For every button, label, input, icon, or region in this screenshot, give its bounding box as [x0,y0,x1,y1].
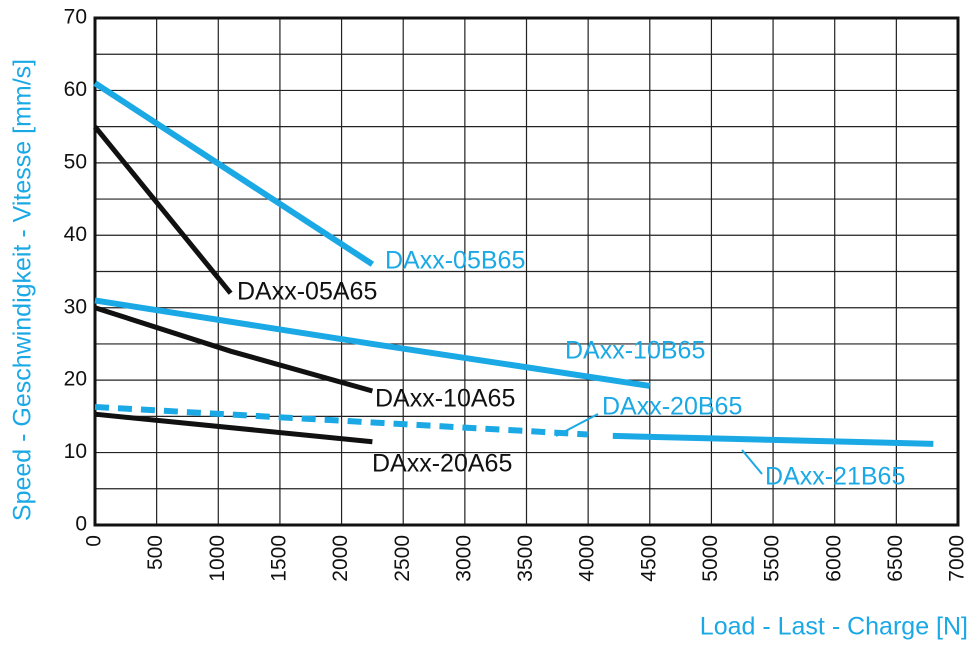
series-line [612,432,934,447]
x-tick-label: 3500 [514,535,537,582]
series-label: DAxx-05B65 [385,247,525,275]
x-tick-label: 6000 [822,535,845,582]
x-axis-title: Load - Last - Charge [N] [700,613,968,641]
y-tick-label: 20 [64,368,87,391]
x-tick-label: 0 [83,535,106,547]
leader-line [741,449,763,475]
x-tick-label: 1000 [206,535,229,582]
x-tick-label: 2500 [391,535,414,582]
y-tick-label: 60 [64,78,87,101]
leader-line [555,413,599,437]
series-label: DAxx-10B65 [565,337,705,365]
series-label: DAxx-05A65 [237,278,377,306]
y-tick-label: 10 [64,440,87,463]
x-tick-label: 7000 [946,535,969,582]
series-line [94,297,651,389]
series-line [93,125,233,295]
series-label: DAxx-21B65 [765,463,905,491]
x-tick-label: 4000 [576,535,599,582]
y-tick-label: 30 [64,295,87,318]
series-line [94,305,374,394]
x-tick-label: 500 [144,535,167,570]
y-tick-label: 40 [64,223,87,246]
y-tick-label: 50 [64,150,87,173]
x-tick-label: 6500 [884,535,907,582]
series-label: DAxx-10A65 [375,385,515,413]
series-label: DAxx-20B65 [602,393,742,421]
y-axis-title: Speed - Geschwindigkeit - Vitesse [mm/s] [9,59,37,521]
series-line [93,80,375,267]
x-tick-label: 5500 [761,535,784,582]
y-tick-label: 0 [75,513,87,536]
x-tick-label: 2000 [329,535,352,582]
series-line [94,403,589,438]
y-tick-label: 70 [64,6,87,29]
plot-frame [93,16,960,527]
x-tick-label: 3000 [452,535,475,582]
x-tick-label: 1500 [267,535,290,582]
series-line [94,411,373,445]
series-label: DAxx-20A65 [372,450,512,478]
x-tick-label: 4500 [637,535,660,582]
x-tick-label: 5000 [699,535,722,582]
